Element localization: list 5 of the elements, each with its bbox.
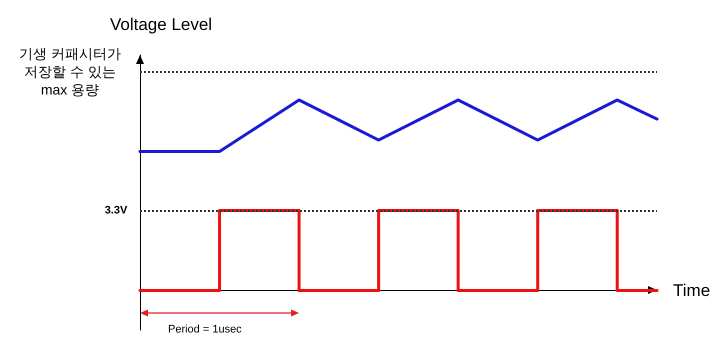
y-axis-title: Voltage Level — [110, 15, 212, 34]
ref-line-label: 기생 커패시터가 저장할 수 있는 max 용량 — [19, 45, 121, 98]
text: Period = 1usec — [168, 324, 242, 336]
ref-line-label: 3.3V — [104, 204, 128, 217]
x-axis-title: Time — [673, 281, 710, 300]
